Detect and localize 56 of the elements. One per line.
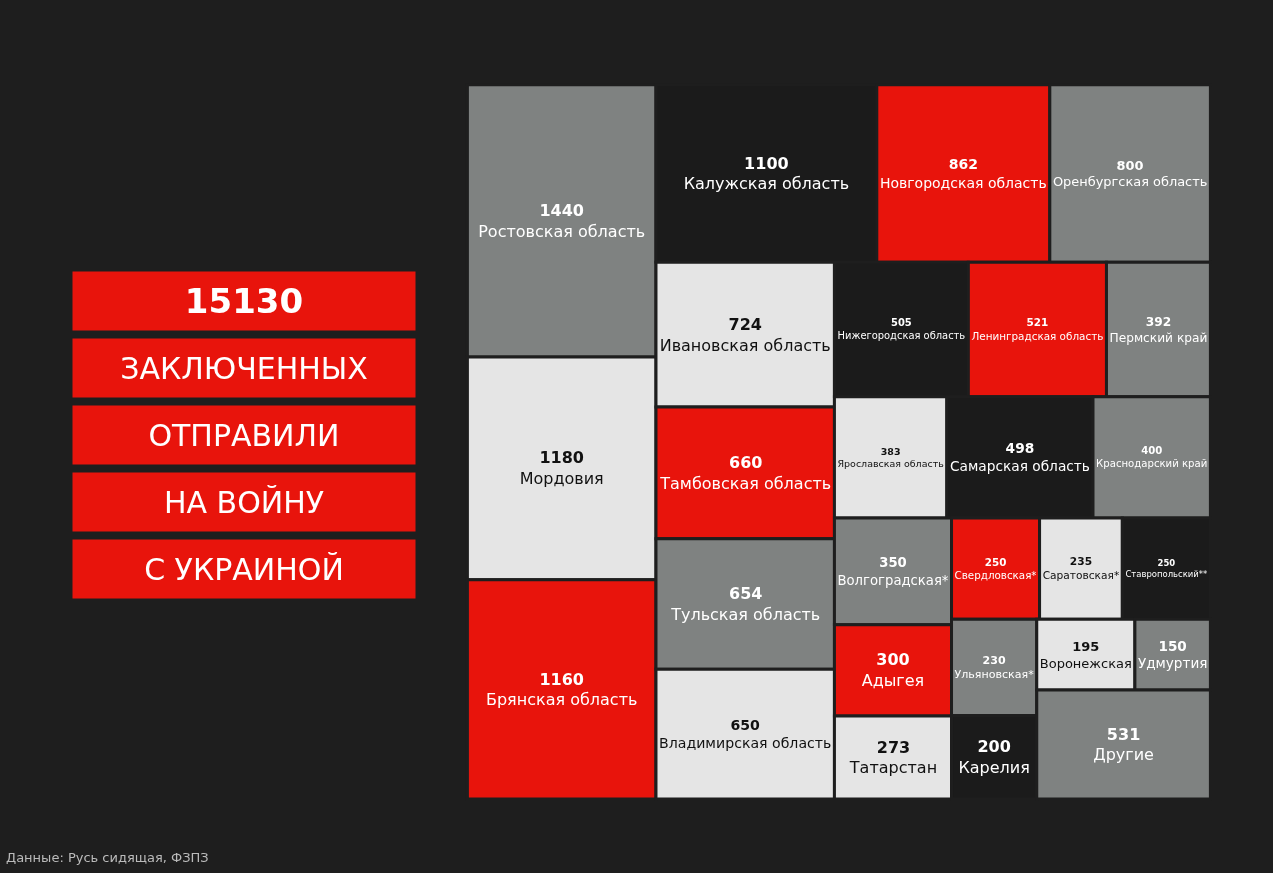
- data-label: 800: [1116, 157, 1144, 173]
- category-label: Адыгея: [861, 671, 925, 691]
- category-label: Брянская область: [485, 690, 638, 710]
- category-label: Мордовия: [519, 469, 604, 489]
- data-label: 200: [977, 737, 1011, 757]
- data-label: 250: [1157, 558, 1176, 569]
- data-label: 1180: [539, 448, 584, 468]
- category-label: Тамбовская область: [659, 473, 832, 493]
- data-label: 392: [1145, 314, 1172, 329]
- category-label: Тульская область: [670, 604, 821, 624]
- category-label: Удмуртия: [1137, 655, 1208, 672]
- data-label: 230: [982, 653, 1006, 667]
- category-label: Саратовская*: [1042, 569, 1120, 583]
- data-label: 531: [1106, 724, 1141, 744]
- category-label: Краснодарский край: [1096, 458, 1208, 470]
- data-label: 235: [1069, 555, 1093, 569]
- category-label: Воронежская: [1039, 655, 1132, 671]
- data-label: 724: [728, 314, 762, 334]
- data-label: 654: [729, 584, 763, 604]
- category-label: Нижегородская область: [837, 330, 966, 342]
- data-label: 1160: [539, 669, 584, 689]
- category-label: Ульяновская*: [954, 668, 1035, 682]
- data-label: 498: [1005, 440, 1035, 457]
- category-label: Ставропольский**: [1125, 569, 1208, 580]
- data-label: 400: [1141, 445, 1163, 457]
- data-label: 250: [984, 555, 1007, 568]
- category-label: Другие: [1093, 745, 1154, 765]
- category-label: Ярославская область: [837, 457, 945, 469]
- data-label: 273: [876, 737, 911, 757]
- data-label: 300: [876, 650, 910, 670]
- category-label: Свердловская*: [954, 568, 1037, 581]
- data-label: 1440: [539, 200, 584, 220]
- data-label: 195: [1072, 638, 1100, 654]
- data-label: 650: [730, 716, 761, 733]
- category-label: Новгородская область: [879, 174, 1047, 191]
- data-label: 505: [891, 317, 912, 329]
- data-label: 660: [729, 452, 763, 472]
- text: Данные: Русь сидящая, ФЗПЗ: [6, 850, 209, 865]
- data-label: 383: [880, 445, 901, 457]
- category-label: Ивановская область: [659, 335, 831, 355]
- data-label: 150: [1158, 637, 1187, 654]
- category-label: Самарская область: [949, 458, 1090, 475]
- category-label: Карелия: [958, 758, 1030, 778]
- text: 15130 ЗАКЛЮЧЕННЫХ ОТПРАВИЛИ НА ВОЙНУ С УКРАИНОЙ: [120, 281, 368, 587]
- category-label: Татарстан: [848, 758, 938, 778]
- category-label: Ленинградская область: [971, 329, 1104, 342]
- data-label: 521: [1026, 316, 1049, 329]
- category-label: Владимирская область: [659, 735, 832, 752]
- category-label: Оренбургская область: [1052, 174, 1208, 190]
- category-label: Калужская область: [683, 174, 850, 194]
- category-label: Волгоградская*: [837, 572, 949, 588]
- data-label: 862: [948, 156, 978, 173]
- data-label: 350: [879, 555, 907, 571]
- category-label: Пермский край: [1109, 330, 1208, 345]
- category-label: Ростовская область: [478, 221, 646, 241]
- data-label: 1100: [744, 153, 789, 173]
